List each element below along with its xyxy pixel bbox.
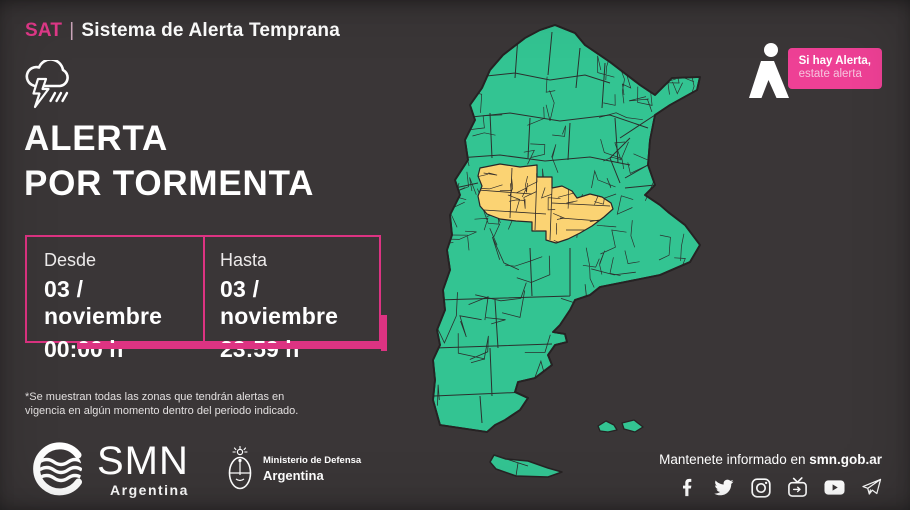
smn-globe-icon xyxy=(33,442,82,496)
from-date: 03 / noviembre xyxy=(44,276,163,329)
validity-period-box: Desde 03 / noviembre 00:00 h Hasta 03 / … xyxy=(25,235,387,362)
youtube-icon[interactable] xyxy=(824,477,845,498)
defensa-line2: Argentina xyxy=(263,468,324,483)
smn-country: Argentina xyxy=(110,482,189,498)
badge-line1: Si hay Alerta, xyxy=(798,55,871,67)
storm-cloud-lightning-icon xyxy=(22,58,74,119)
disclaimer-line1: *Se muestran todas las zonas que tendrán… xyxy=(25,391,285,403)
si-hay-alerta-badge: Si hay Alerta, estate alerta xyxy=(748,42,882,98)
to-date: 03 / noviembre xyxy=(220,276,339,329)
instagram-icon[interactable] xyxy=(750,477,771,498)
footer-info-prefix: Mantenete informado en xyxy=(659,452,810,467)
from-time: 00:00 h xyxy=(44,336,124,362)
to-time: 23:59 h xyxy=(220,336,300,362)
social-icons-row xyxy=(659,477,882,498)
alert-title-line1: ALERTA xyxy=(24,119,169,158)
disclaimer-line2: vigencia en algún momento dentro del per… xyxy=(25,405,299,417)
footer-right: Mantenete informado en smn.gob.ar xyxy=(659,452,882,498)
badge-line2: estate alerta xyxy=(798,68,862,80)
coat-of-arms-icon xyxy=(228,446,252,490)
from-label: Desde xyxy=(44,250,97,270)
map-tierra-del-fuego xyxy=(489,454,563,478)
period-to: Hasta 03 / noviembre 23:59 h xyxy=(203,237,379,362)
disclaimer-note: *Se muestran todas las zonas que tendrán… xyxy=(25,390,298,418)
ministerio-defensa-logo: Ministerio de Defensa Argentina xyxy=(226,446,361,492)
header-separator: | xyxy=(69,20,75,41)
alert-person-icon xyxy=(748,43,789,98)
to-label: Hasta xyxy=(220,250,268,270)
header-title: Sistema de Alerta Temprana xyxy=(81,20,340,41)
facebook-icon[interactable] xyxy=(676,477,697,498)
map-country-outline xyxy=(432,24,701,433)
twitter-icon[interactable] xyxy=(713,477,734,498)
province-borders xyxy=(433,31,656,424)
sat-brand: SAT xyxy=(25,20,63,41)
alert-title-line2: POR TORMENTA xyxy=(24,164,315,203)
alert-title: ALERTA POR TORMENTA xyxy=(24,116,314,206)
smn-website-link[interactable]: smn.gob.ar xyxy=(809,452,882,467)
period-from: Desde 03 / noviembre 00:00 h xyxy=(27,237,203,362)
argentina-map-svg xyxy=(432,24,701,478)
smn-wordmark: SMN xyxy=(97,439,189,483)
header-bar: SAT | Sistema de Alerta Temprana xyxy=(25,20,340,42)
smn-logo: SMN Argentina xyxy=(33,441,189,498)
map-islas-malvinas xyxy=(597,419,644,433)
igtv-icon[interactable] xyxy=(787,477,808,498)
telegram-icon[interactable] xyxy=(861,477,882,498)
argentina-alert-map xyxy=(420,18,712,480)
badge-bubble: Si hay Alerta, estate alerta xyxy=(787,48,882,89)
footer-info-text: Mantenete informado en smn.gob.ar xyxy=(659,452,882,467)
defensa-line1: Ministerio de Defensa xyxy=(263,455,362,466)
